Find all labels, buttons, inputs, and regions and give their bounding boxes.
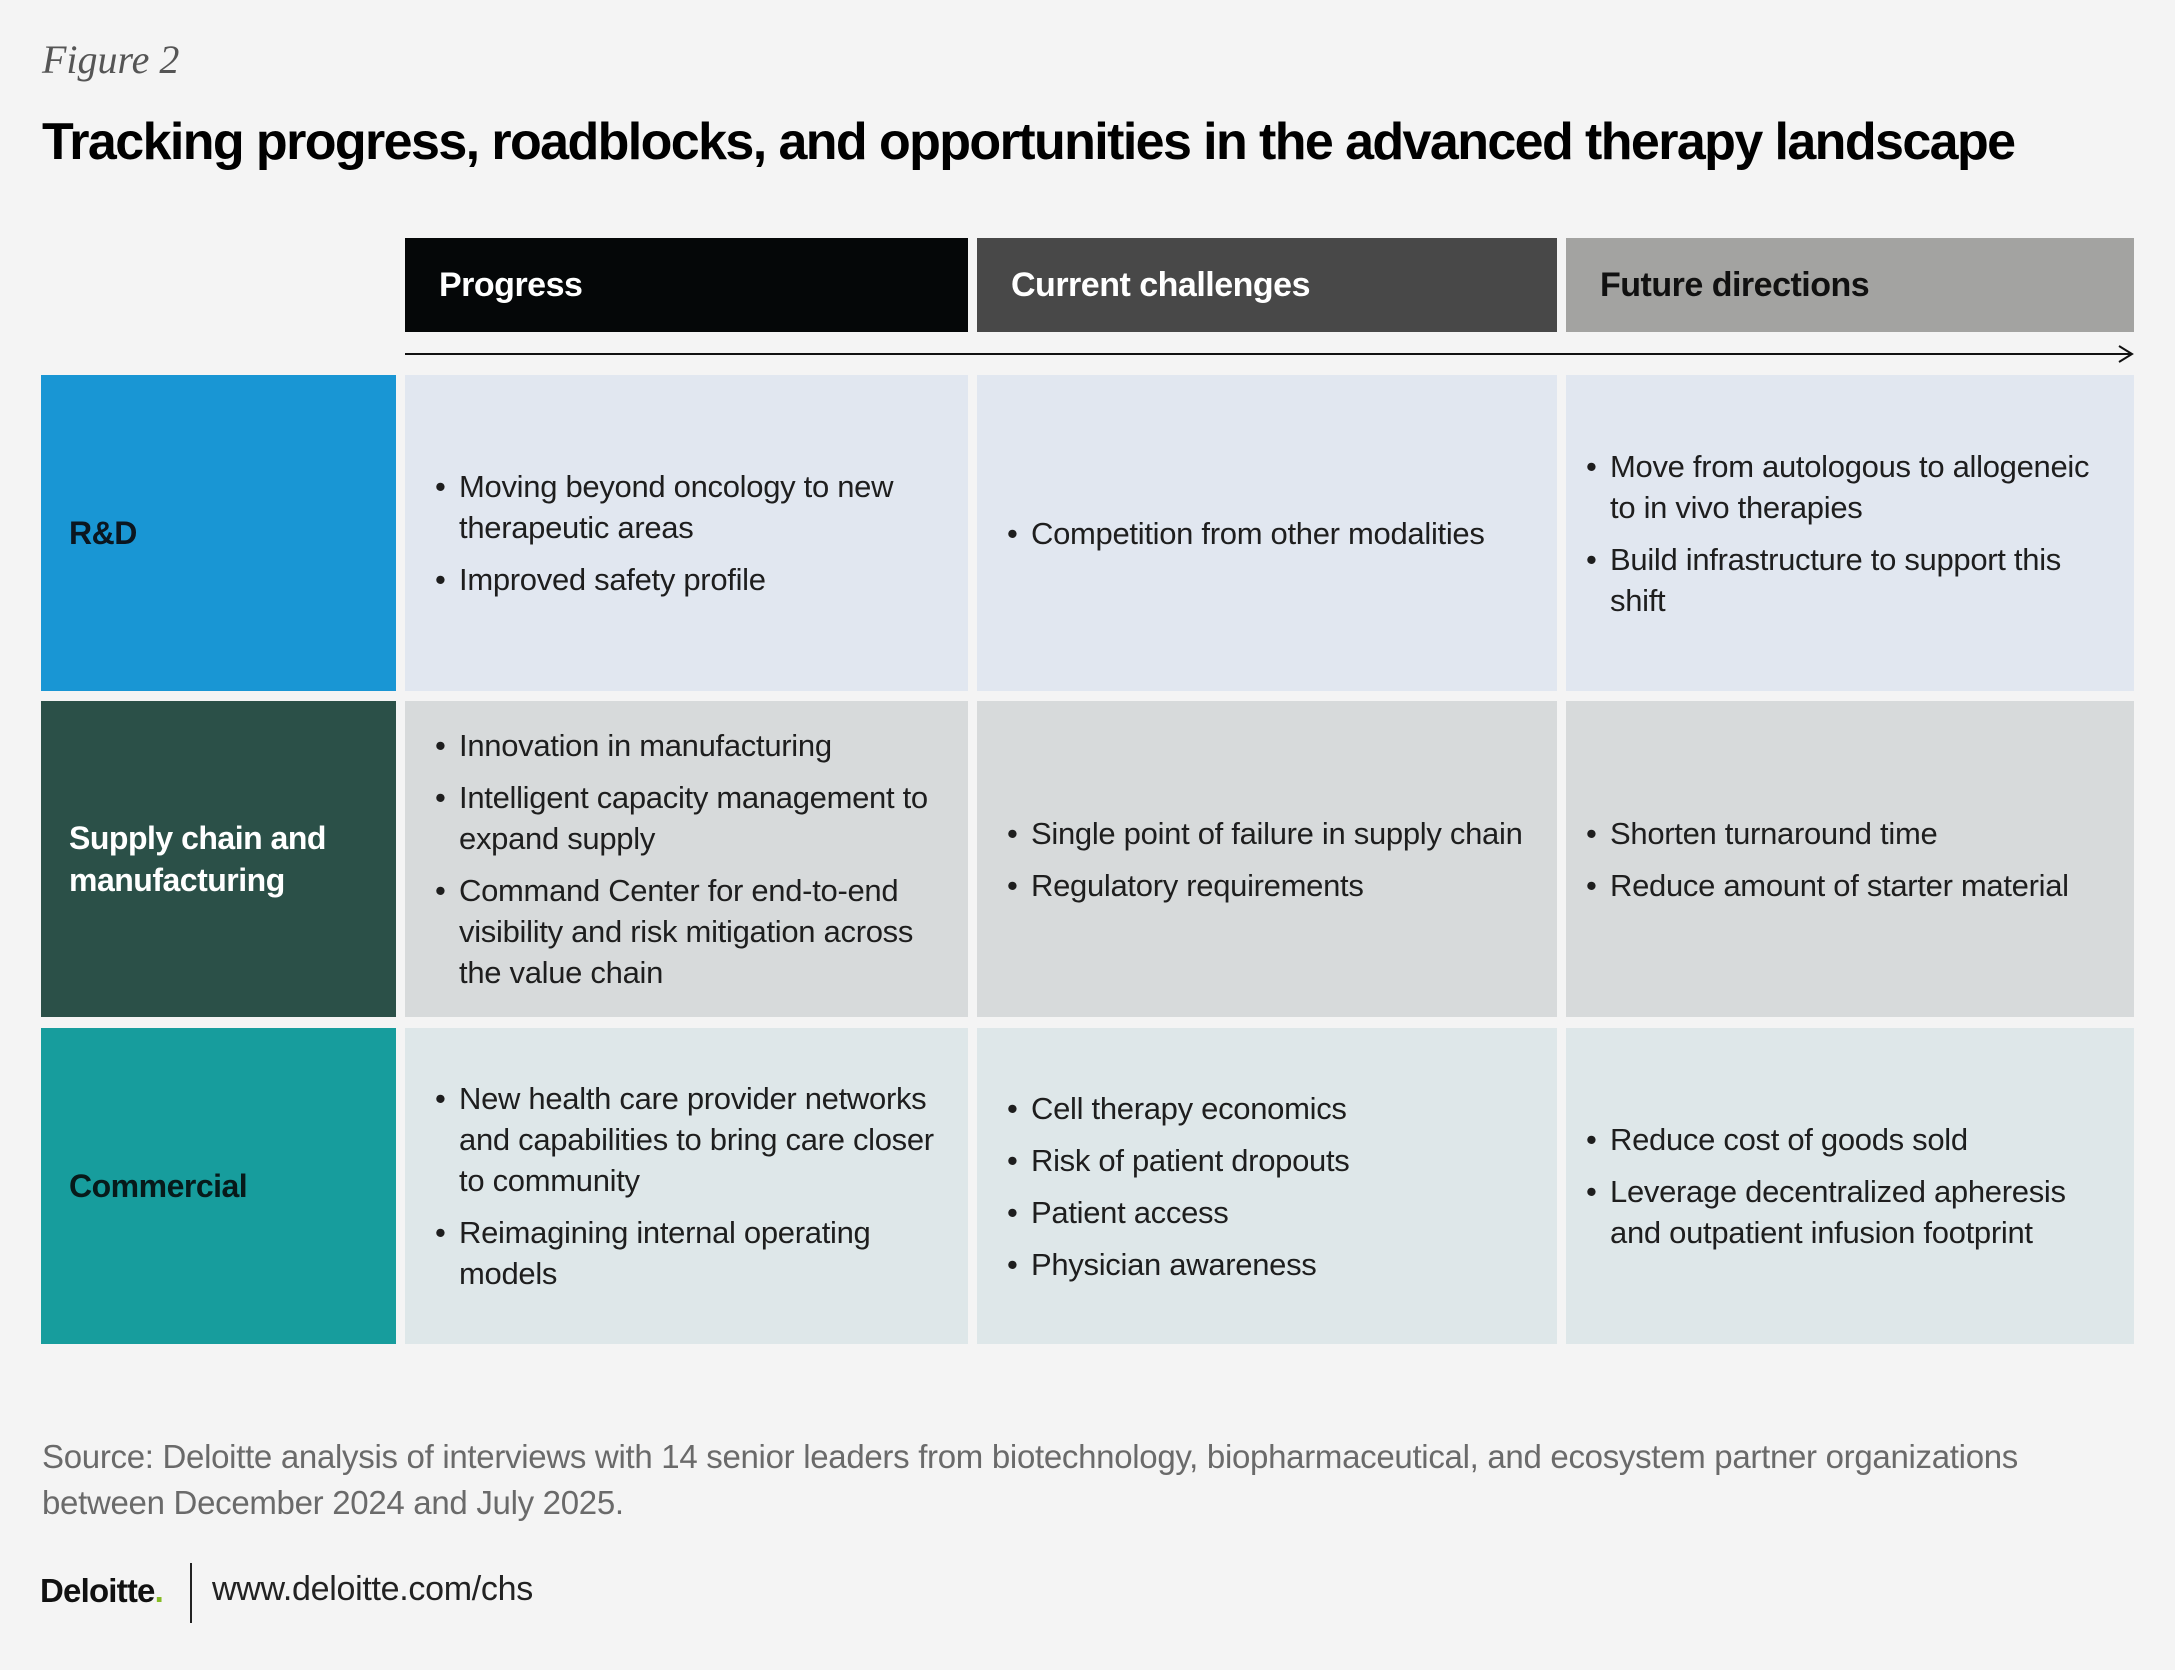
column-header-label: Progress <box>439 265 583 304</box>
cell-supply-chain-challenges: Single point of failure in supply chain … <box>977 701 1557 1017</box>
list-item: Leverage decentralized apheresis and out… <box>1586 1171 2100 1253</box>
list-item: Patient access <box>1007 1192 1523 1233</box>
list-item: Regulatory requirements <box>1007 865 1523 906</box>
list-item: Command Center for end-to-end visibility… <box>435 870 934 993</box>
list-item: Build infrastructure to support this shi… <box>1586 539 2100 621</box>
list-item: New health care provider networks and ca… <box>435 1078 934 1201</box>
cell-commercial-challenges: Cell therapy economics Risk of patient d… <box>977 1028 1557 1344</box>
bullet-list: Shorten turnaround time Reduce amount of… <box>1586 813 2100 906</box>
bullet-list: Innovation in manufacturing Intelligent … <box>435 725 934 993</box>
source-note: Source: Deloitte analysis of interviews … <box>42 1438 2018 1521</box>
list-item: Physician awareness <box>1007 1244 1523 1285</box>
column-header-label: Future directions <box>1600 265 1870 304</box>
bullet-list: New health care provider networks and ca… <box>435 1078 934 1294</box>
list-item: Competition from other modalities <box>1007 513 1523 554</box>
cell-rd-future: Move from autologous to allogeneic to in… <box>1566 375 2134 691</box>
bullet-list: Reduce cost of goods sold Leverage decen… <box>1586 1119 2100 1253</box>
footer-divider <box>190 1563 192 1623</box>
bullet-list: Cell therapy economics Risk of patient d… <box>1007 1088 1523 1285</box>
timeline-arrow-icon <box>405 345 2134 363</box>
page-title: Tracking progress, roadblocks, and oppor… <box>42 113 2016 171</box>
list-item: Reduce cost of goods sold <box>1586 1119 2100 1160</box>
bullet-list: Moving beyond oncology to new therapeuti… <box>435 466 934 600</box>
column-header-future: Future directions <box>1566 238 2134 332</box>
cell-supply-chain-progress: Innovation in manufacturing Intelligent … <box>405 701 968 1017</box>
cell-commercial-future: Reduce cost of goods sold Leverage decen… <box>1566 1028 2134 1344</box>
row-label-text: Commercial <box>69 1168 248 1204</box>
bullet-list: Single point of failure in supply chain … <box>1007 813 1523 906</box>
list-item: Reduce amount of starter material <box>1586 865 2100 906</box>
logo-dot: . <box>154 1572 164 1609</box>
list-item: Risk of patient dropouts <box>1007 1140 1523 1181</box>
list-item: Single point of failure in supply chain <box>1007 813 1523 854</box>
list-item: Shorten turnaround time <box>1586 813 2100 854</box>
list-item: Moving beyond oncology to new therapeuti… <box>435 466 934 548</box>
row-label-text: Supply chain and manufacturing <box>69 820 326 898</box>
column-header-label: Current challenges <box>1011 265 1310 304</box>
list-item: Improved safety profile <box>435 559 934 600</box>
row-label-text: R&D <box>69 515 137 551</box>
cell-supply-chain-future: Shorten turnaround time Reduce amount of… <box>1566 701 2134 1017</box>
bullet-list: Competition from other modalities <box>1007 513 1523 554</box>
list-item: Innovation in manufacturing <box>435 725 934 766</box>
footer-url-link[interactable]: www.deloitte.com/chs <box>212 1570 533 1608</box>
cell-rd-challenges: Competition from other modalities <box>977 375 1557 691</box>
column-header-progress: Progress <box>405 238 968 332</box>
list-item: Reimagining internal operating models <box>435 1212 934 1294</box>
list-item: Cell therapy economics <box>1007 1088 1523 1129</box>
cell-rd-progress: Moving beyond oncology to new therapeuti… <box>405 375 968 691</box>
cell-commercial-progress: New health care provider networks and ca… <box>405 1028 968 1344</box>
logo-text: Deloitte <box>40 1572 155 1609</box>
row-label-rd: R&D <box>41 375 396 691</box>
row-label-commercial: Commercial <box>41 1028 396 1344</box>
column-header-challenges: Current challenges <box>977 238 1557 332</box>
list-item: Intelligent capacity management to expan… <box>435 777 934 859</box>
row-label-supply-chain: Supply chain and manufacturing <box>41 701 396 1017</box>
list-item: Move from autologous to allogeneic to in… <box>1586 446 2100 528</box>
bullet-list: Move from autologous to allogeneic to in… <box>1586 446 2100 621</box>
figure-label: Figure 2 <box>42 37 180 82</box>
deloitte-logo: Deloitte. <box>40 1572 164 1610</box>
